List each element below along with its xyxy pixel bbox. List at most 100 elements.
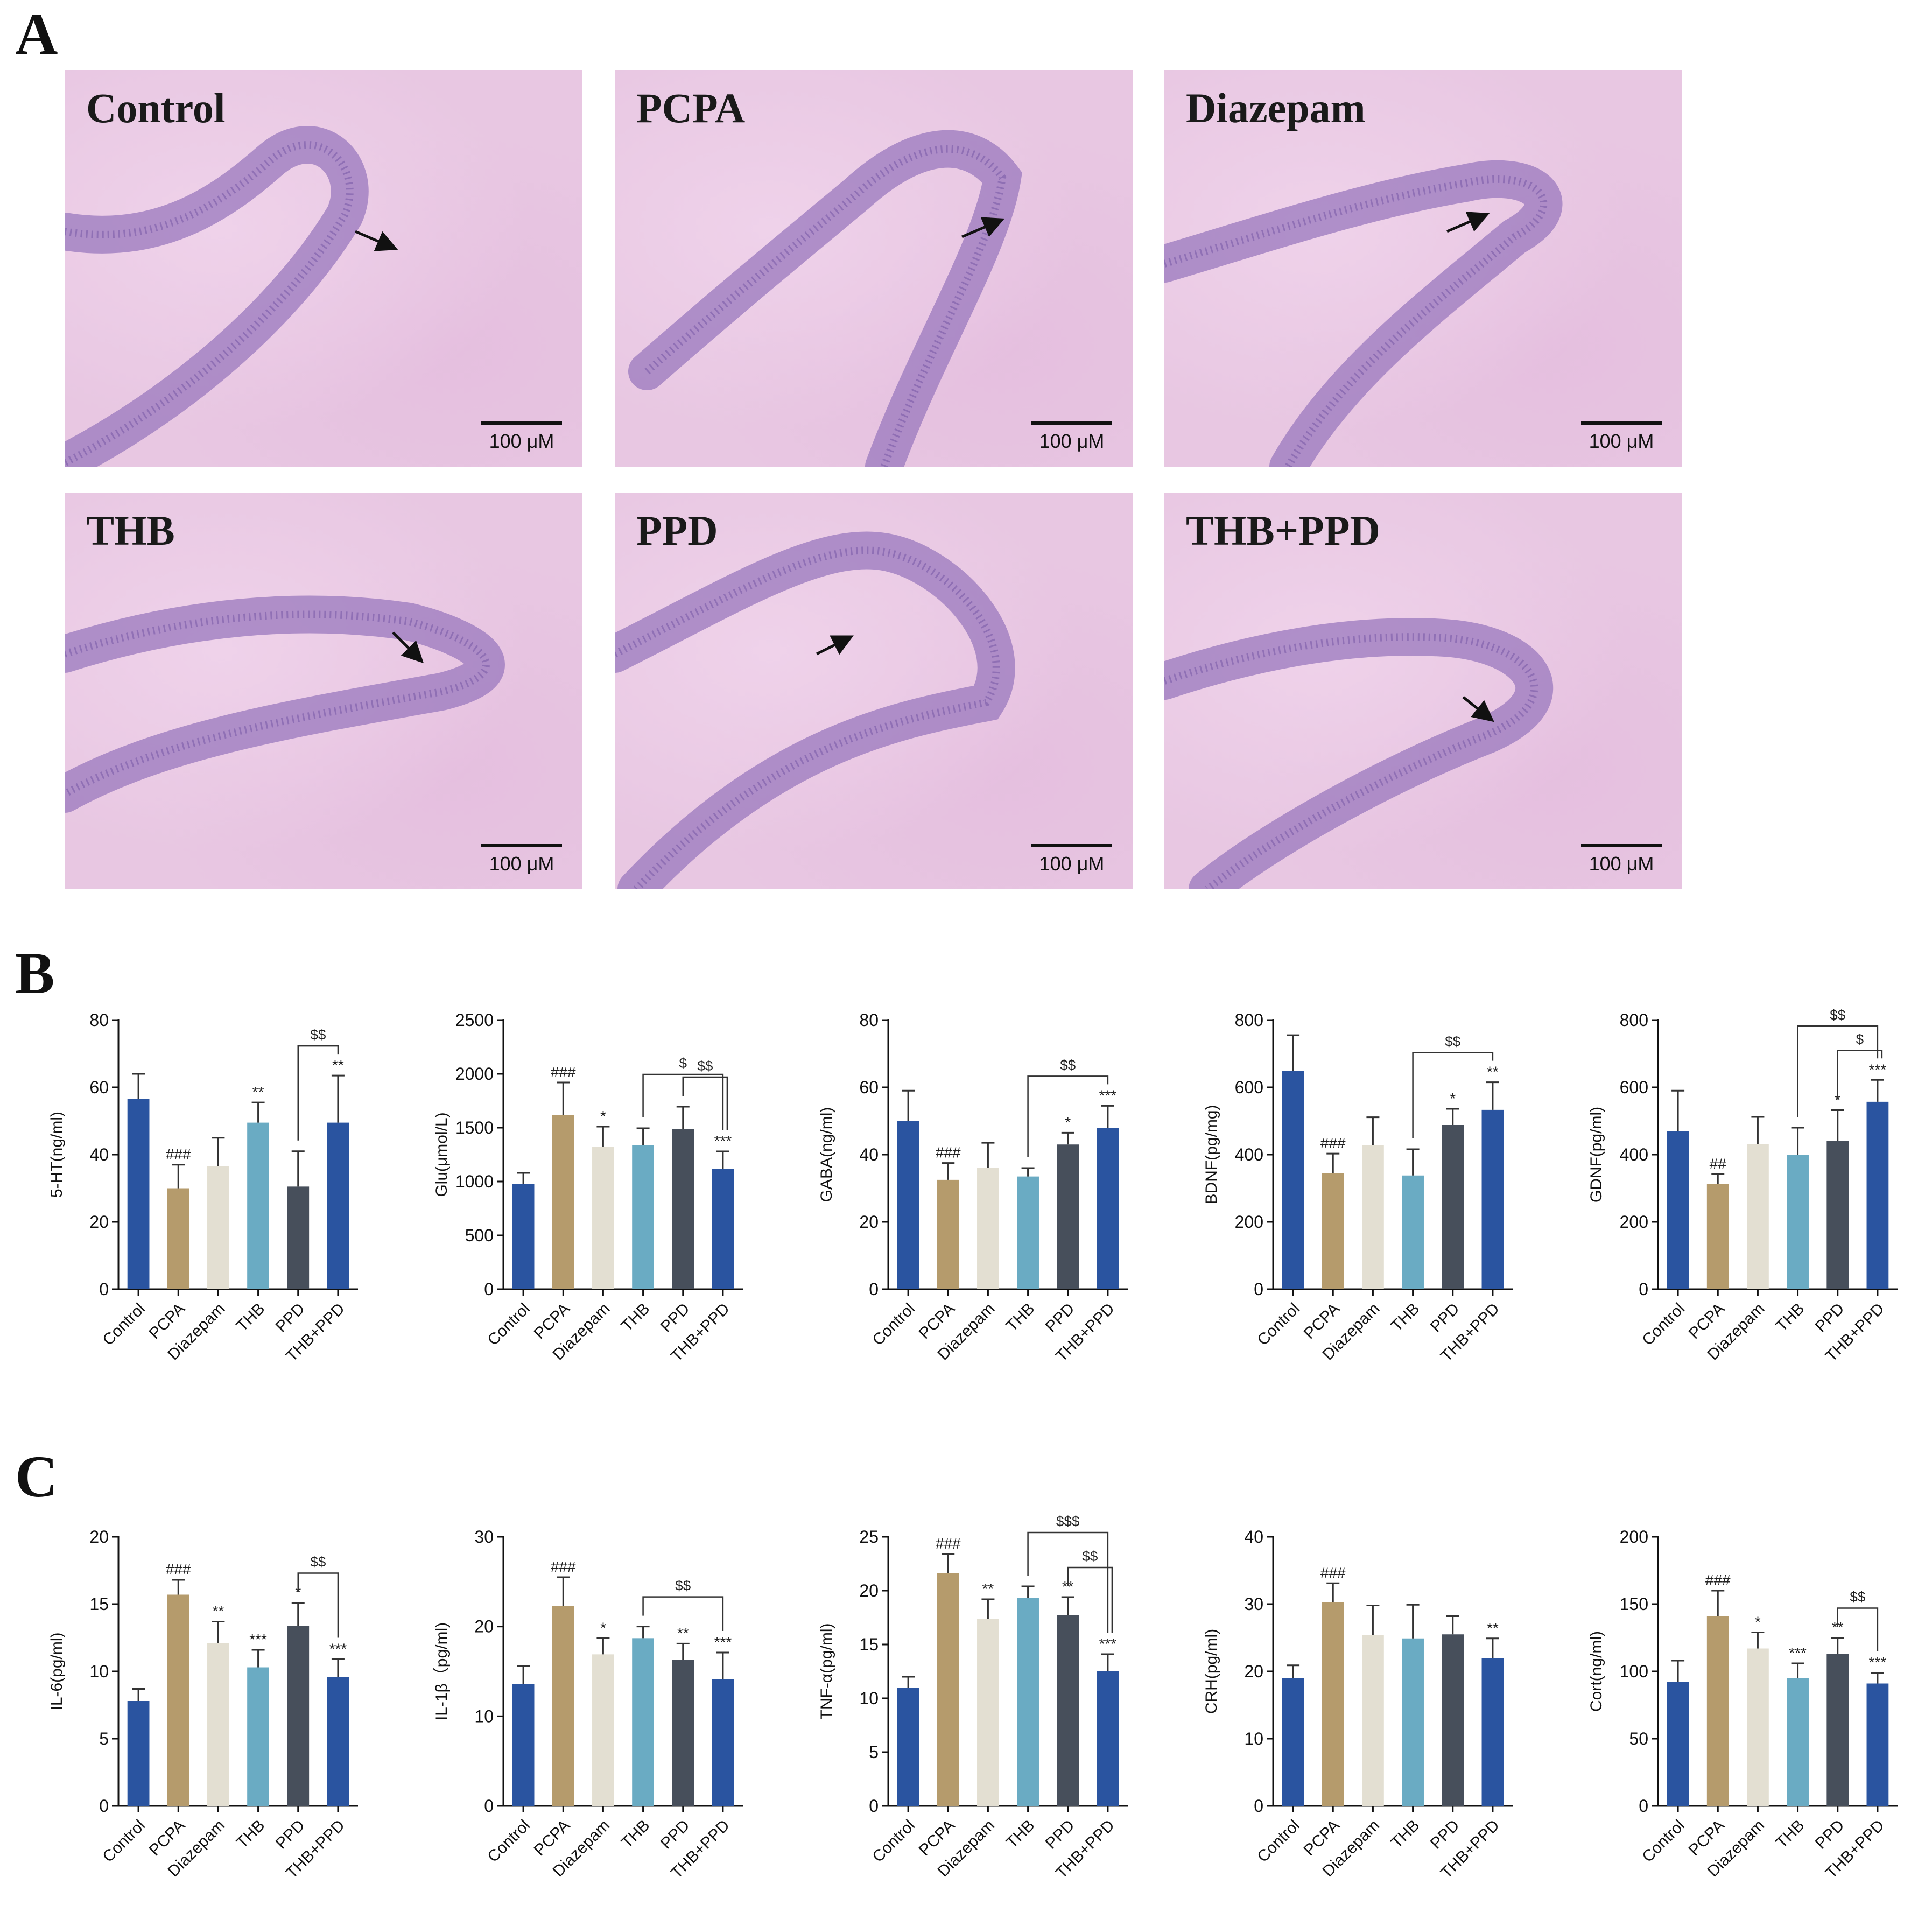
significance-mark: ** xyxy=(677,1625,689,1641)
bar-chart: 050100150200Cort(ng/ml)Control###PCPA*Di… xyxy=(1587,1527,1898,1882)
bar-chart: 0200400600800BDNF(pg/mg)Control###PCPADi… xyxy=(1203,1010,1513,1365)
y-axis-label: GDNF(pg/ml) xyxy=(1587,1107,1605,1203)
y-tick-label: 1000 xyxy=(455,1172,494,1191)
comparison-mark: $$ xyxy=(697,1058,713,1074)
panel-letter-c: C xyxy=(15,1444,58,1509)
bar xyxy=(632,1145,654,1289)
bar xyxy=(167,1188,189,1289)
x-tick-label: Control xyxy=(484,1817,533,1866)
significance-mark: ### xyxy=(1320,1564,1346,1581)
bar xyxy=(1362,1145,1384,1289)
y-tick-label: 800 xyxy=(1235,1010,1263,1030)
x-tick-label: Control xyxy=(99,1817,149,1866)
bar xyxy=(207,1643,229,1806)
y-tick-label: 0 xyxy=(99,1796,109,1816)
bar xyxy=(977,1619,999,1806)
bar xyxy=(1442,1125,1464,1289)
bar xyxy=(287,1186,310,1289)
bar xyxy=(1097,1671,1119,1806)
y-axis-label: 5-HT(ng/ml) xyxy=(48,1112,66,1198)
bar xyxy=(1667,1682,1689,1806)
bar xyxy=(592,1654,614,1806)
bar xyxy=(247,1667,269,1806)
comparison-bracket xyxy=(1837,1607,1879,1651)
significance-mark: ** xyxy=(252,1084,264,1100)
bar xyxy=(937,1179,959,1289)
bar xyxy=(1866,1683,1889,1806)
bar xyxy=(1747,1648,1769,1806)
x-tick-label: THB xyxy=(618,1300,654,1335)
tissue-image xyxy=(1164,160,1563,467)
bar xyxy=(1402,1638,1424,1806)
comparison-mark: $$ xyxy=(310,1027,326,1043)
significance-mark: ** xyxy=(1832,1619,1844,1636)
bar xyxy=(1826,1654,1849,1806)
y-tick-label: 400 xyxy=(1620,1145,1648,1164)
comparison-bracket xyxy=(1412,1052,1494,1138)
y-tick-label: 500 xyxy=(465,1226,494,1245)
y-tick-label: 5 xyxy=(99,1729,109,1748)
x-tick-label: PPD xyxy=(657,1300,693,1336)
y-tick-label: 0 xyxy=(869,1280,879,1299)
y-tick-label: 20 xyxy=(859,1212,879,1232)
bar-chart: 0510152025TNF-α(pg/ml)Control###PCPA**Di… xyxy=(818,1513,1128,1882)
significance-mark: * xyxy=(600,1619,606,1636)
comparison-mark: $ xyxy=(679,1055,687,1071)
bar xyxy=(1097,1128,1119,1289)
bar-chart: 05101520IL-6(pg/ml)Control###PCPA**Diaze… xyxy=(48,1527,358,1882)
x-tick-label: PPD xyxy=(1042,1817,1078,1853)
y-tick-label: 2000 xyxy=(455,1064,494,1084)
bar-chart: 0204060805-HT(ng/ml)Control###PCPADiazep… xyxy=(48,1010,358,1365)
bar xyxy=(327,1122,349,1289)
y-tick-label: 200 xyxy=(1620,1527,1648,1547)
significance-mark: ### xyxy=(551,1558,576,1575)
bar xyxy=(632,1638,654,1806)
tissue-image xyxy=(65,595,505,813)
bar xyxy=(1017,1598,1039,1806)
granule-cell-layer xyxy=(1164,160,1563,467)
micrograph-panel: PCPA 100 μM xyxy=(615,70,1133,467)
y-tick-label: 25 xyxy=(859,1527,879,1547)
micrograph-panel: Control 100 μM xyxy=(65,70,582,467)
scale-bar-text: 100 μM xyxy=(1039,430,1105,452)
y-tick-label: 0 xyxy=(869,1796,879,1816)
bar xyxy=(287,1626,310,1806)
bar xyxy=(1362,1635,1384,1806)
granule-cell-layer xyxy=(628,130,1022,467)
y-tick-label: 0 xyxy=(1254,1280,1263,1299)
y-tick-label: 200 xyxy=(1620,1212,1648,1232)
comparison-mark: $$ xyxy=(310,1554,326,1570)
x-tick-label: Control xyxy=(1639,1817,1688,1866)
x-tick-label: THB xyxy=(1773,1817,1808,1852)
panel-letter-b: B xyxy=(15,940,55,1006)
x-tick-label: Control xyxy=(869,1817,918,1866)
bar xyxy=(1706,1184,1729,1289)
significance-mark: *** xyxy=(1789,1644,1807,1661)
bar-chart: 020406080GABA(ng/ml)Control###PCPADiazep… xyxy=(818,1010,1128,1365)
bar xyxy=(1787,1155,1809,1289)
significance-mark: ### xyxy=(551,1064,576,1080)
y-tick-label: 20 xyxy=(474,1617,494,1636)
bar xyxy=(1322,1602,1344,1806)
scale-bar-line xyxy=(1581,421,1662,425)
significance-mark: * xyxy=(1755,1614,1761,1630)
comparison-bracket xyxy=(297,1045,339,1141)
y-axis-label: BDNF(pg/mg) xyxy=(1203,1105,1220,1204)
y-tick-label: 40 xyxy=(89,1145,109,1164)
y-tick-label: 0 xyxy=(1254,1796,1263,1816)
scale-bar: 100 μM xyxy=(1031,421,1112,453)
significance-mark: ** xyxy=(1062,1578,1074,1595)
x-tick-label: PPD xyxy=(1042,1300,1078,1336)
micrograph-label: THB+PPD xyxy=(1186,507,1380,554)
y-tick-label: 60 xyxy=(859,1078,879,1097)
bar xyxy=(1481,1658,1504,1806)
tissue-image xyxy=(628,130,1022,467)
tissue-image xyxy=(1164,618,1554,889)
scale-bar: 100 μM xyxy=(1581,421,1662,453)
y-tick-label: 80 xyxy=(859,1010,879,1030)
y-tick-label: 60 xyxy=(89,1078,109,1097)
y-tick-label: 600 xyxy=(1620,1078,1648,1097)
x-tick-label: THB xyxy=(618,1817,654,1852)
bar-chart: 010203040CRH(pg/ml)Control###PCPADiazepa… xyxy=(1203,1527,1513,1882)
significance-mark: *** xyxy=(1869,1061,1887,1078)
